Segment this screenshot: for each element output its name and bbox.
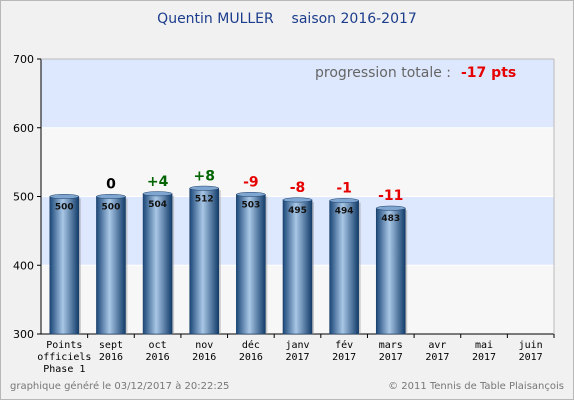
bar-value-label: 503 (241, 200, 260, 210)
xtick-label-line: 2017 (519, 352, 543, 363)
bar-value-label: 512 (195, 194, 214, 204)
band-500 (41, 127, 554, 197)
bar-delta-label: -11 (378, 188, 403, 204)
bar-cap (236, 191, 266, 197)
bars (49, 185, 408, 335)
bar-delta-label: -1 (336, 181, 352, 197)
xtick-label: mars 2017 (379, 340, 403, 363)
xtick-label: Points officiels Phase 1 (37, 340, 91, 375)
xtick-label-line: Phase 1 (43, 364, 85, 375)
bar-group (189, 185, 221, 335)
xtick-label-line: 2016 (192, 352, 216, 363)
xtick-label: mai 2017 (472, 340, 496, 363)
xtick-label-line: 2017 (379, 352, 403, 363)
bar-cap (49, 194, 80, 199)
xtick-label-line: 2017 (332, 352, 356, 363)
xtick-label-line: fév (335, 339, 353, 351)
bar-cap (376, 205, 406, 211)
bar-value-label: 495 (288, 206, 307, 216)
progression-value: -17 pts (461, 65, 516, 81)
ytick-label: 300 (13, 328, 34, 341)
xtick-label-line: oct (149, 340, 167, 351)
xtick-label-line: 2016 (99, 352, 123, 363)
bar-group (49, 194, 81, 335)
bar (375, 207, 406, 335)
bar-value-label: 483 (381, 214, 400, 224)
bar-delta-label: -8 (290, 180, 306, 196)
bar-group (375, 205, 408, 335)
footer-copyright: © 2011 Tennis de Table Plaisançois (388, 381, 564, 392)
xtick-label-line: nov (195, 340, 213, 351)
bar-cap (142, 191, 173, 197)
bar-value-label: 500 (55, 203, 74, 213)
xtick-label-line: 2016 (239, 352, 263, 363)
xtick-label-line: mai (475, 340, 493, 351)
xtick-label: janv 2017 (285, 340, 309, 363)
xtick-label: avr 2017 (425, 340, 449, 363)
bar-delta-label: -9 (243, 174, 259, 190)
bar (49, 196, 80, 335)
xtick-label-line: janv (285, 340, 309, 351)
bar-cap (282, 197, 313, 203)
bar-delta-label: +8 (193, 168, 214, 184)
bar-delta-label: 0 (106, 177, 116, 193)
bar-group (96, 194, 128, 335)
xtick-label-line: 2017 (472, 352, 496, 363)
chart-title: Quentin MULLER saison 2016-2017 (157, 11, 417, 27)
xtick-label: oct 2016 (146, 340, 170, 363)
xtick-label-line: officiels (37, 352, 91, 363)
footer-generated: graphique généré le 03/12/2017 à 20:22:2… (10, 380, 229, 392)
bar-group (236, 191, 268, 335)
xtick-label-line: juin (519, 340, 543, 351)
xtick-label-line: Points (46, 340, 82, 351)
xtick-label: fév 2017 (332, 339, 356, 363)
xtick-label-line: mars (379, 340, 403, 351)
band-600 (41, 59, 554, 128)
bar-cap (329, 198, 359, 204)
ytick-label: 700 (13, 53, 34, 66)
xtick-label-line: 2016 (146, 352, 170, 363)
xtick-label: déc 2016 (239, 339, 263, 363)
bar-group (282, 197, 314, 335)
xtick-label-line: déc (242, 339, 260, 351)
bar-group (329, 198, 361, 335)
bar-value-label: 504 (148, 200, 167, 210)
xtick-label: juin 2017 (519, 340, 543, 363)
bar (236, 194, 266, 335)
xtick-label-line: 2017 (425, 352, 449, 363)
bar-cap (189, 185, 219, 191)
xtick-label-line: sept (99, 340, 123, 351)
ytick-label: 600 (13, 122, 34, 135)
progression-label: progression totale : (315, 65, 451, 81)
xtick-label: sept 2016 (99, 340, 123, 363)
bar-value-label: 500 (102, 203, 121, 213)
bar-group (142, 191, 175, 335)
bar (96, 196, 126, 335)
ytick-label: 400 (13, 259, 34, 272)
xtick-label-line: avr (428, 340, 446, 351)
bar-delta-label: +4 (147, 174, 169, 190)
xtick-label-line: 2017 (285, 352, 309, 363)
bar-value-label: 494 (335, 207, 354, 217)
bar (329, 200, 359, 335)
xtick-label: nov 2016 (192, 340, 216, 363)
bar (142, 193, 173, 335)
bar (282, 199, 313, 335)
ytick-label: 500 (13, 191, 34, 204)
bar (189, 187, 220, 335)
bar-cap (96, 194, 126, 199)
